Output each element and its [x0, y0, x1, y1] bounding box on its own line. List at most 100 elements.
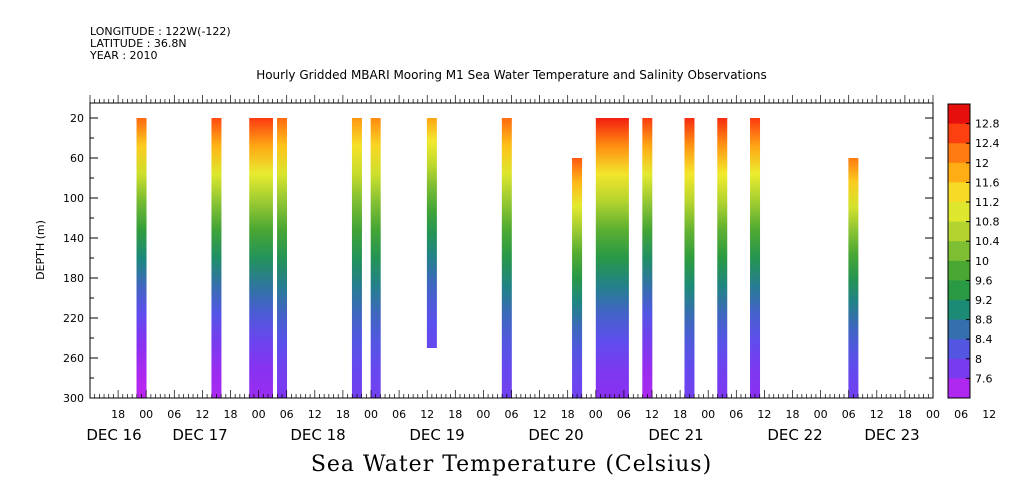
- x-hour-label: 00: [252, 408, 266, 421]
- y-tick-label: 20: [70, 112, 84, 125]
- profile-bar: [595, 118, 629, 398]
- x-hour-label: 06: [954, 408, 968, 421]
- profile-bar: [572, 158, 583, 398]
- profile-bar: [848, 158, 859, 398]
- profile-bar: [717, 118, 728, 398]
- x-hour-label: 12: [420, 408, 434, 421]
- x-hour-label: 06: [842, 408, 856, 421]
- x-hour-label: 18: [336, 408, 350, 421]
- profile-bar: [211, 118, 222, 398]
- colorbar-tick-label: 12.4: [975, 137, 1000, 150]
- colorbar-swatch: [948, 143, 970, 164]
- x-hour-label: 18: [673, 408, 687, 421]
- colorbar-tick-label: 9.2: [975, 294, 993, 307]
- y-tick-label: 220: [63, 312, 84, 325]
- colorbar-tick-label: 7.6: [975, 372, 993, 385]
- x-hour-label: 12: [195, 408, 209, 421]
- x-hour-label: 18: [448, 408, 462, 421]
- colorbar-swatch: [948, 182, 970, 203]
- chart-title: Hourly Gridded MBARI Mooring M1 Sea Wate…: [256, 68, 767, 82]
- x-hour-label: 06: [280, 408, 294, 421]
- axes-layer: 20 60 100 140 180 220 260 300 18 00 06 12 18 00 06 12 18…: [63, 95, 996, 444]
- x-hour-label: 06: [392, 408, 406, 421]
- profile-bar: [249, 118, 273, 398]
- colorbar-tick-label: 12: [975, 157, 989, 170]
- x-date-label: DEC 23: [864, 426, 919, 444]
- y-tick-label: 60: [70, 152, 84, 165]
- colorbar-frame: [947, 103, 971, 399]
- year-label: YEAR : 2010: [90, 49, 158, 62]
- y-tick-label: 140: [63, 232, 84, 245]
- colorbar-swatch: [948, 104, 970, 125]
- colorbar-swatch: [948, 319, 970, 340]
- x-date-label: DEC 21: [648, 426, 703, 444]
- profile-bar: [642, 118, 653, 398]
- x-hour-label: 12: [645, 408, 659, 421]
- x-hour-label: 18: [561, 408, 575, 421]
- colorbar: 12.8 12.4 12 11.6 11.2 10.8 10.4 10 9.6 9.2 8.8 8.4…: [947, 103, 1000, 399]
- profile-bar: [136, 118, 147, 398]
- colorbar-swatch: [948, 221, 970, 242]
- colorbar-swatch: [948, 202, 970, 223]
- x-hour-label: 12: [757, 408, 771, 421]
- x-hour-label: 06: [729, 408, 743, 421]
- x-hour-label: 12: [982, 408, 996, 421]
- colorbar-swatch: [948, 123, 970, 144]
- x-hour-label: 00: [701, 408, 715, 421]
- x-date-label: DEC 20: [528, 426, 583, 444]
- x-hour-label: 00: [364, 408, 378, 421]
- y-axis-label: DEPTH (m): [34, 220, 47, 280]
- x-hour-label: 00: [476, 408, 490, 421]
- y-tick-label: 260: [63, 352, 84, 365]
- x-hour-label: 00: [814, 408, 828, 421]
- colorbar-title: Sea Water Temperature (Celsius): [310, 452, 713, 477]
- x-date-label: DEC 19: [409, 426, 464, 444]
- colorbar-swatch: [948, 358, 970, 379]
- colorbar-swatch: [948, 162, 970, 183]
- y-tick-label: 100: [63, 192, 84, 205]
- colorbar-tick-label: 9.6: [975, 274, 993, 287]
- x-hour-label: 12: [308, 408, 322, 421]
- colorbar-tick-label: 8.8: [975, 314, 993, 327]
- profile-bar: [501, 118, 512, 398]
- x-date-label: DEC 17: [172, 426, 227, 444]
- y-tick-label: 180: [63, 272, 84, 285]
- profile-bar: [351, 118, 362, 398]
- colorbar-tick-label: 10: [975, 255, 989, 268]
- x-hour-label: 06: [617, 408, 631, 421]
- profile-bar: [684, 118, 695, 398]
- colorbar-swatch: [948, 339, 970, 360]
- colorbar-swatch: [948, 280, 970, 301]
- x-hour-label: 18: [111, 408, 125, 421]
- x-hour-label: 00: [589, 408, 603, 421]
- profile-bar: [426, 118, 437, 348]
- colorbar-swatch: [948, 300, 970, 321]
- profile-bar: [370, 118, 381, 398]
- x-hour-label: 18: [786, 408, 800, 421]
- longitude-label: LONGITUDE : 122W(-122): [90, 25, 231, 38]
- x-date-label: DEC 22: [767, 426, 822, 444]
- colorbar-tick-label: 11.6: [975, 176, 1000, 189]
- x-hour-label: 06: [505, 408, 519, 421]
- x-hour-label: 18: [224, 408, 238, 421]
- x-hour-label: 00: [139, 408, 153, 421]
- x-hour-label: 06: [167, 408, 181, 421]
- x-date-label: DEC 18: [290, 426, 345, 444]
- colorbar-tick-label: 8: [975, 353, 982, 366]
- colorbar-swatch: [948, 378, 970, 399]
- profiles-layer: [136, 118, 859, 398]
- x-hour-label: 12: [533, 408, 547, 421]
- colorbar-tick-label: 8.4: [975, 333, 993, 346]
- x-date-label: DEC 16: [86, 426, 141, 444]
- x-hour-label: 12: [870, 408, 884, 421]
- colorbar-tick-label: 10.8: [975, 216, 1000, 229]
- y-tick-label: 300: [63, 392, 84, 405]
- colorbar-swatch: [948, 241, 970, 262]
- profile-bar: [750, 118, 761, 398]
- colorbar-tick-label: 10.4: [975, 235, 1000, 248]
- latitude-label: LATITUDE : 36.8N: [90, 37, 187, 50]
- colorbar-tick-label: 11.2: [975, 196, 1000, 209]
- colorbar-tick-label: 12.8: [975, 118, 1000, 131]
- profile-bar: [277, 118, 288, 398]
